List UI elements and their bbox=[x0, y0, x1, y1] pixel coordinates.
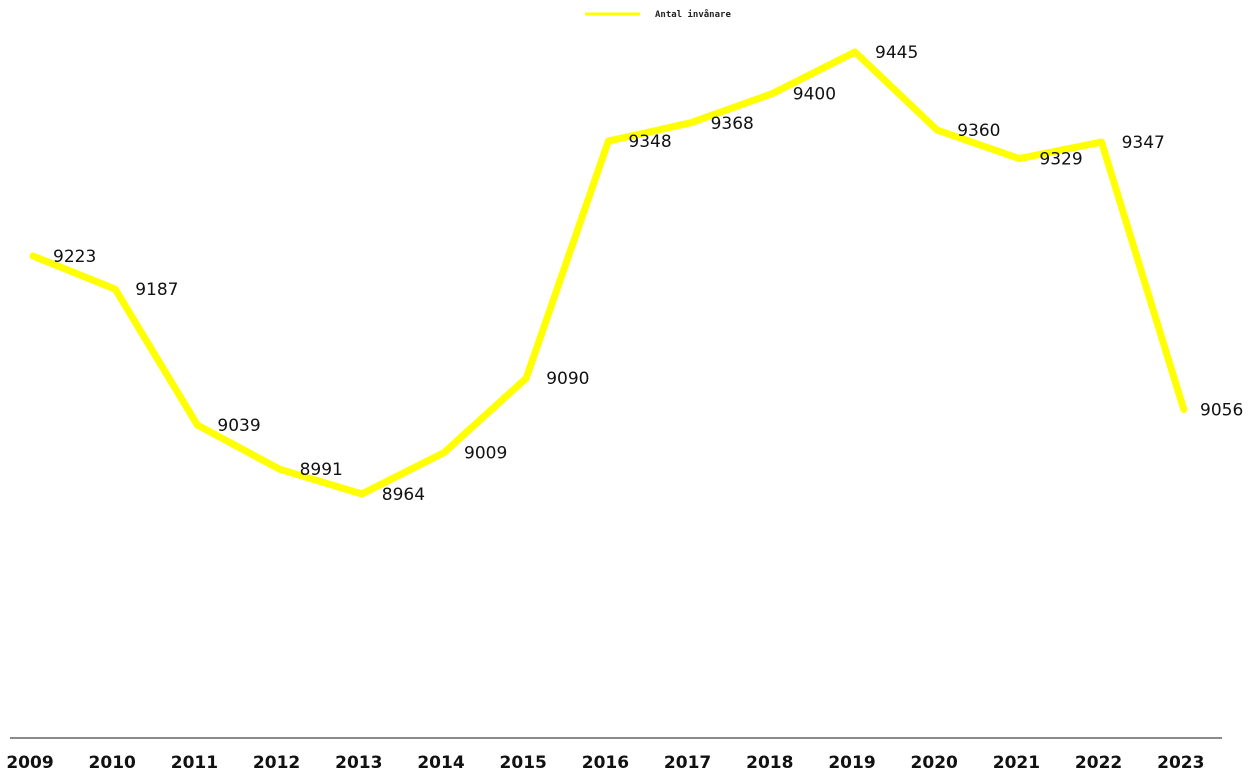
data-point bbox=[30, 253, 36, 259]
data-label: 9368 bbox=[711, 114, 754, 134]
data-point bbox=[1180, 406, 1187, 413]
data-point bbox=[112, 286, 119, 293]
data-label: 9009 bbox=[464, 444, 507, 464]
data-point bbox=[1098, 139, 1105, 146]
x-tick-label: 2010 bbox=[89, 753, 136, 773]
legend-label: Antal invånare bbox=[655, 9, 731, 20]
x-tick-label: 2009 bbox=[6, 753, 53, 773]
x-tick-label: 2023 bbox=[1157, 753, 1204, 773]
x-tick-label: 2012 bbox=[253, 753, 300, 773]
x-tick-label: 2014 bbox=[417, 753, 464, 773]
data-labels: 9223 9187 9039 8991 8964 9009 9090 9348 9368 9400… bbox=[53, 43, 1243, 505]
data-label: 9039 bbox=[217, 416, 260, 436]
data-label: 9445 bbox=[875, 43, 918, 63]
x-tick-label: 2011 bbox=[171, 753, 218, 773]
series-layer bbox=[29, 48, 1188, 498]
data-label: 9360 bbox=[957, 121, 1000, 141]
data-label: 8991 bbox=[300, 460, 343, 480]
series-line bbox=[29, 48, 1188, 498]
x-axis-ticks: 2009 2010 2011 2012 2013 2014 2015 2016 2017 2018… bbox=[6, 753, 1204, 773]
x-tick-label: 2019 bbox=[828, 753, 875, 773]
x-tick-label: 2020 bbox=[911, 753, 958, 773]
data-point bbox=[441, 449, 447, 456]
x-tick-label: 2013 bbox=[335, 753, 382, 773]
data-point bbox=[523, 375, 530, 382]
data-label: 9348 bbox=[628, 132, 671, 152]
data-point bbox=[358, 491, 365, 497]
data-label: 9090 bbox=[546, 369, 589, 389]
x-tick-label: 2016 bbox=[582, 753, 629, 773]
data-label: 8964 bbox=[382, 485, 425, 505]
data-point bbox=[605, 138, 612, 145]
data-label: 9056 bbox=[1200, 401, 1243, 421]
data-point bbox=[1016, 155, 1023, 162]
data-label: 9347 bbox=[1122, 133, 1165, 153]
data-label: 9400 bbox=[793, 84, 836, 104]
data-point bbox=[852, 49, 858, 55]
data-label: 9187 bbox=[135, 280, 178, 300]
data-point bbox=[934, 127, 941, 134]
x-tick-label: 2018 bbox=[746, 753, 793, 773]
x-tick-label: 2017 bbox=[664, 753, 711, 773]
data-point bbox=[769, 90, 776, 97]
data-label: 9329 bbox=[1039, 150, 1082, 170]
legend: Antal invånare bbox=[585, 9, 731, 20]
data-point bbox=[687, 119, 694, 126]
x-tick-label: 2015 bbox=[500, 753, 547, 773]
x-tick-label: 2021 bbox=[993, 753, 1040, 773]
data-point bbox=[276, 466, 283, 473]
x-tick-label: 2022 bbox=[1075, 753, 1122, 773]
data-label: 9223 bbox=[53, 247, 96, 267]
data-point bbox=[194, 422, 201, 429]
